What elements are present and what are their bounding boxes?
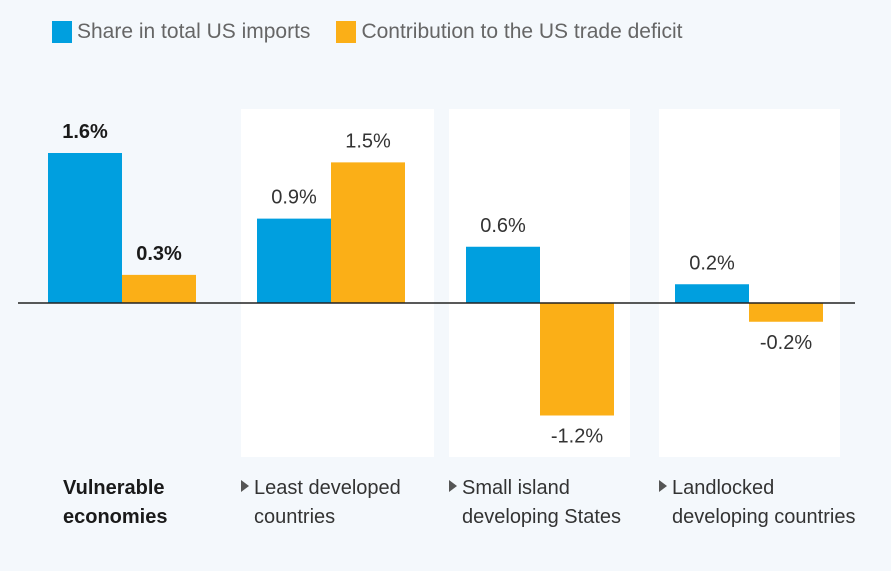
data-label-contribution-2: -1.2% xyxy=(551,426,603,448)
category-label-line1: Vulnerable xyxy=(63,477,165,499)
caret-right-icon xyxy=(659,480,667,492)
bars xyxy=(48,153,823,416)
bar-share-1 xyxy=(257,218,331,303)
data-label-share-3: 0.2% xyxy=(689,252,735,274)
category-label-line1: Small island xyxy=(462,477,570,499)
data-label-share-1: 0.9% xyxy=(271,187,317,209)
bar-contribution-3 xyxy=(749,303,823,322)
bar-contribution-1 xyxy=(331,162,405,303)
bar-contribution-0 xyxy=(122,274,196,303)
legend-swatch-share xyxy=(52,21,72,43)
category-panel-3 xyxy=(659,109,840,457)
data-label-contribution-3: -0.2% xyxy=(760,332,812,354)
category-label-line2: developing States xyxy=(462,506,622,528)
category-label-line1: Least developed xyxy=(254,477,401,499)
data-label-contribution-1: 1.5% xyxy=(345,130,391,152)
data-label-contribution-0: 0.3% xyxy=(136,243,182,265)
legend-label-share: Share in total US imports xyxy=(77,20,311,43)
category-label-line2: developing countries xyxy=(672,506,856,528)
category-label-line1: Landlocked xyxy=(672,477,775,499)
legend: Share in total US imports Contribution t… xyxy=(52,20,708,44)
category-label-vulnerable-economies: Vulnerable economies xyxy=(63,474,167,532)
legend-label-contribution: Contribution to the US trade deficit xyxy=(361,20,683,43)
caret-right-icon xyxy=(241,480,249,492)
legend-item-share: Share in total US imports xyxy=(52,20,310,44)
legend-swatch-contribution xyxy=(336,21,357,43)
data-label-share-2: 0.6% xyxy=(480,215,526,237)
caret-right-icon xyxy=(449,480,457,492)
category-label-small-island: Small island developing States xyxy=(449,474,621,532)
category-label-landlocked: Landlocked developing countries xyxy=(659,474,855,532)
legend-item-contribution: Contribution to the US trade deficit xyxy=(336,20,682,44)
bar-share-3 xyxy=(675,284,749,303)
bar-contribution-2 xyxy=(540,303,614,416)
bar-share-0 xyxy=(48,153,122,303)
category-label-line2: economies xyxy=(63,506,168,528)
data-labels: 1.6% 0.9% 0.6% 0.2% 0.3% 1.5% -1.2% -0.2% xyxy=(62,121,812,448)
data-label-share-0: 1.6% xyxy=(62,121,108,143)
bar-share-2 xyxy=(466,246,540,303)
category-label-line2: countries xyxy=(254,506,336,528)
category-label-least-developed: Least developed countries xyxy=(241,474,401,532)
